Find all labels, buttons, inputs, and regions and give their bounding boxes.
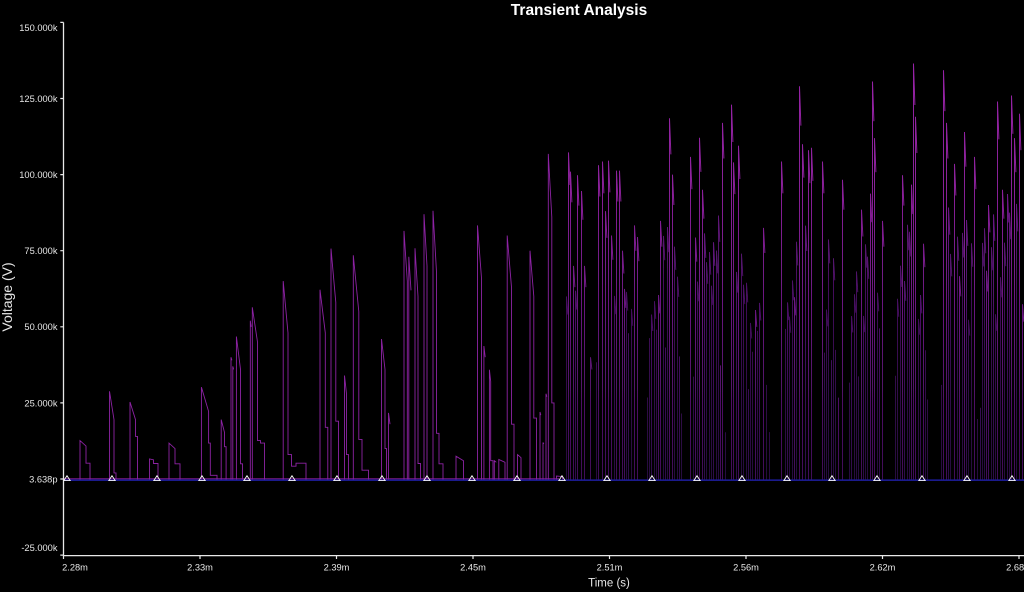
svg-text:50.000k: 50.000k — [24, 322, 57, 332]
svg-text:Time (s): Time (s) — [588, 578, 630, 590]
svg-text:2.39m: 2.39m — [324, 562, 350, 572]
svg-text:-25.000k: -25.000k — [21, 543, 58, 553]
svg-text:2.51m: 2.51m — [597, 562, 623, 572]
svg-text:100.000k: 100.000k — [19, 170, 58, 180]
svg-text:2.56m: 2.56m — [733, 562, 759, 572]
svg-text:2.45m: 2.45m — [460, 562, 486, 572]
svg-text:Transient Analysis: Transient Analysis — [511, 2, 647, 19]
svg-text:2.33m: 2.33m — [187, 562, 213, 572]
svg-text:150.000k: 150.000k — [19, 23, 58, 33]
svg-text:25.000k: 25.000k — [24, 398, 57, 408]
svg-text:75.000k: 75.000k — [24, 246, 57, 256]
svg-text:Voltage (V): Voltage (V) — [0, 262, 15, 331]
svg-text:2.68m: 2.68m — [1006, 562, 1024, 572]
svg-text:125.000k: 125.000k — [19, 94, 58, 104]
svg-text:2.28m: 2.28m — [62, 562, 88, 572]
svg-text:2.62m: 2.62m — [870, 562, 896, 572]
svg-text:3.638p: 3.638p — [29, 474, 57, 484]
